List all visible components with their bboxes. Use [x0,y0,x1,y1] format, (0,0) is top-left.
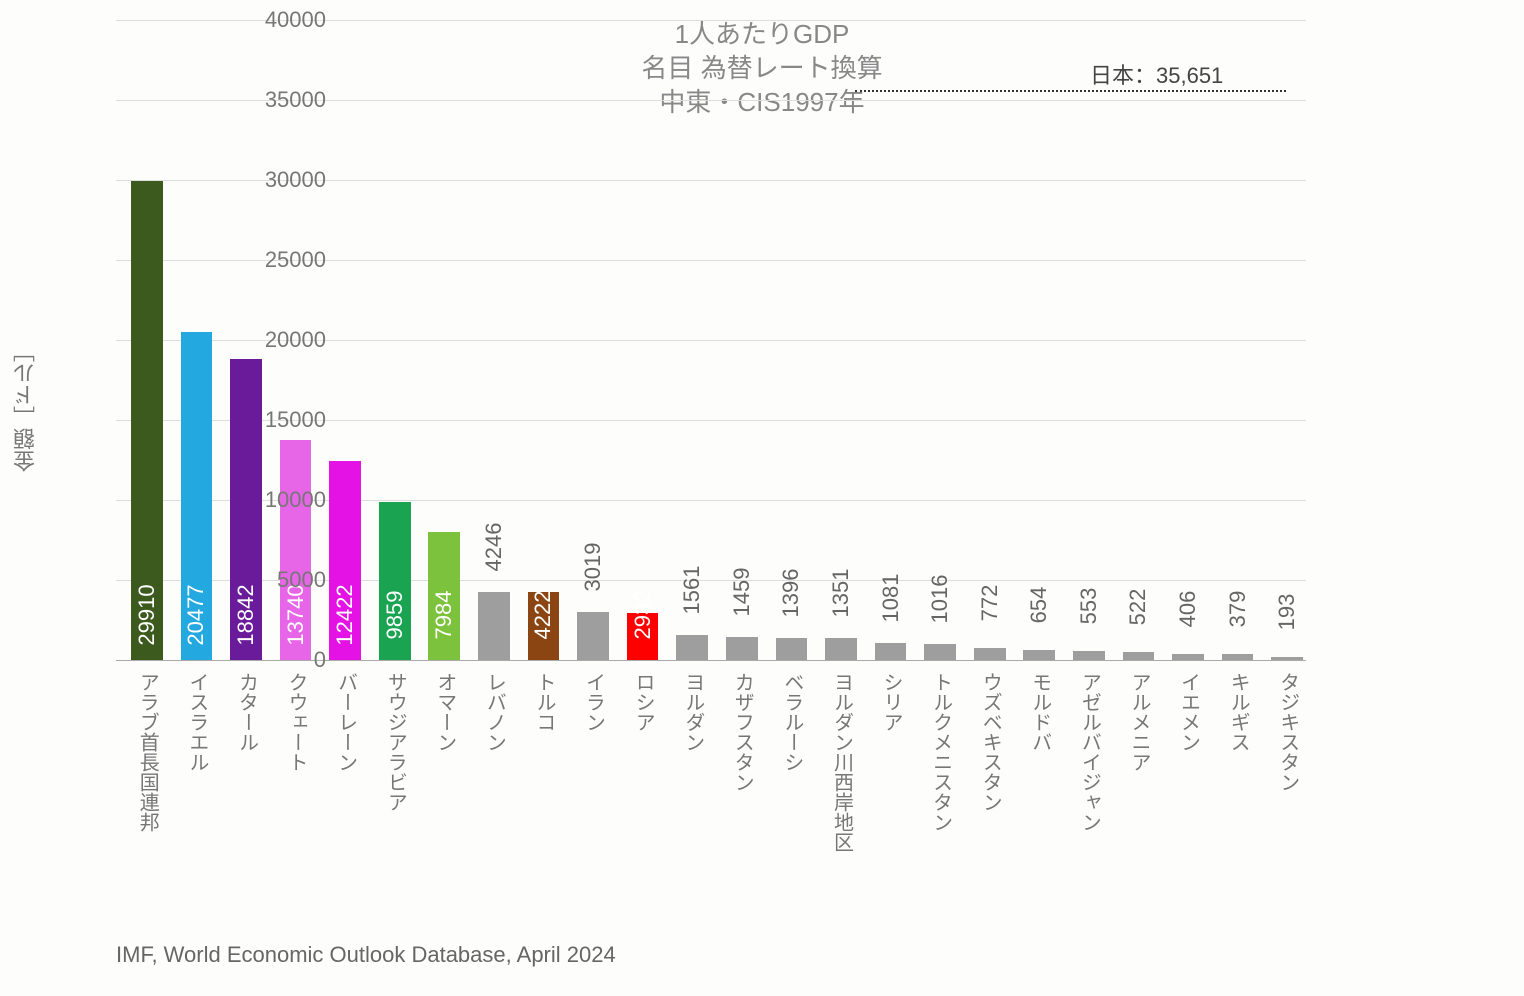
x-axis-label: アゼルバイジャン [1064,668,1114,837]
bar: 772 [974,648,1006,660]
x-axis-label: イエメン [1163,668,1213,757]
bar: 193 [1271,657,1303,660]
bar-value-label: 20477 [183,584,209,645]
x-axis-label: ヨルダン川西岸地区 [816,668,866,857]
x-axis-label: トルクメニスタン [915,668,965,837]
bar-value-label: 18842 [233,584,259,645]
x-axis-label: アラブ首長国連邦 [122,668,172,837]
bar: 379 [1222,654,1254,660]
y-tick-label: 35000 [226,87,326,113]
bar: 4246 [478,592,510,660]
x-axis-label: キルギス [1213,668,1263,757]
bar: 13740 [280,440,312,660]
bar: 9859 [379,502,411,660]
x-axis-labels: アラブ首長国連邦イスラエルカタールクウェートバーレーンサウジアラビアオマーンレバ… [116,668,1306,868]
bar-value-label: 406 [1175,590,1201,627]
source-citation: IMF, World Economic Outlook Database, Ap… [116,942,616,968]
y-tick-label: 5000 [226,567,326,593]
bar-value-label: 1561 [679,566,705,615]
bar-value-label: 1081 [878,573,904,622]
x-axis-label: レバノン [469,668,519,757]
bar-value-label: 1351 [828,569,854,618]
japan-reference-line [855,90,1286,92]
y-axis-label: 金額［ドル］ [10,340,42,472]
bar-value-label: 1016 [927,574,953,623]
y-tick-label: 30000 [226,167,326,193]
bar: 406 [1172,654,1204,660]
bar: 1459 [726,637,758,660]
bar: 1351 [825,638,857,660]
bar: 522 [1123,652,1155,660]
bar-value-label: 379 [1225,591,1251,628]
x-axis-label: シリア [866,668,916,737]
x-axis-label: ウズベキスタン [965,668,1015,817]
x-axis-label: ベラルーシ [767,668,817,777]
bar: 7984 [428,532,460,660]
bar-value-label: 772 [977,584,1003,621]
bar-value-label: 29910 [134,584,160,645]
x-axis-label: サウジアラビア [370,668,420,817]
x-axis-label: バーレーン [320,668,370,777]
x-axis-label: カタール [221,668,271,757]
bar: 553 [1073,651,1105,660]
x-axis-label: イスラエル [172,668,222,777]
y-tick-label: 40000 [226,7,326,33]
x-axis-label: クウェート [271,668,321,777]
bar-value-label: 193 [1274,594,1300,631]
bar-value-label: 13740 [283,584,309,645]
x-axis-label: トルコ [519,668,569,737]
bar: 1081 [875,643,907,660]
y-tick-label: 10000 [226,487,326,513]
bar-value-label: 12422 [332,584,358,645]
bar: 1016 [924,644,956,660]
x-axis-label: モルドバ [1015,668,1065,757]
bar: 3019 [577,612,609,660]
bar-value-label: 4222 [530,591,556,640]
bar-value-label: 2932 [630,591,656,640]
x-axis-label: タジキスタン [1262,668,1312,797]
y-tick-label: 25000 [226,247,326,273]
bar-value-label: 1459 [729,567,755,616]
bar: 1396 [776,638,808,660]
bar-value-label: 522 [1125,588,1151,625]
y-tick-label: 15000 [226,407,326,433]
bar: 1561 [676,635,708,660]
x-axis-label: ロシア [618,668,668,737]
x-axis-label: アルメニア [1114,668,1164,777]
bar-value-label: 1396 [778,568,804,617]
x-axis-label: カザフスタン [717,668,767,797]
x-axis-label: イラン [568,668,618,737]
bar: 29910 [131,181,163,660]
bar: 4222 [528,592,560,660]
japan-reference-label: 日本：35,651 [1090,58,1223,90]
bar-value-label: 553 [1076,588,1102,625]
bar-value-label: 3019 [580,542,606,591]
x-axis-label: ヨルダン [667,668,717,757]
bar: 20477 [181,332,213,660]
bar: 12422 [329,461,361,660]
bar-value-label: 7984 [431,591,457,640]
bar-value-label: 654 [1026,586,1052,623]
bar-value-label: 9859 [382,591,408,640]
bar: 654 [1023,650,1055,660]
bar: 2932 [627,613,659,660]
chart-container: 1人あたりGDP 名目 為替レート換算 中東・CIS1997年 金額［ドル］ 2… [0,0,1524,996]
x-axis-label: オマーン [420,668,470,757]
y-tick-label: 20000 [226,327,326,353]
bar-value-label: 4246 [481,523,507,572]
